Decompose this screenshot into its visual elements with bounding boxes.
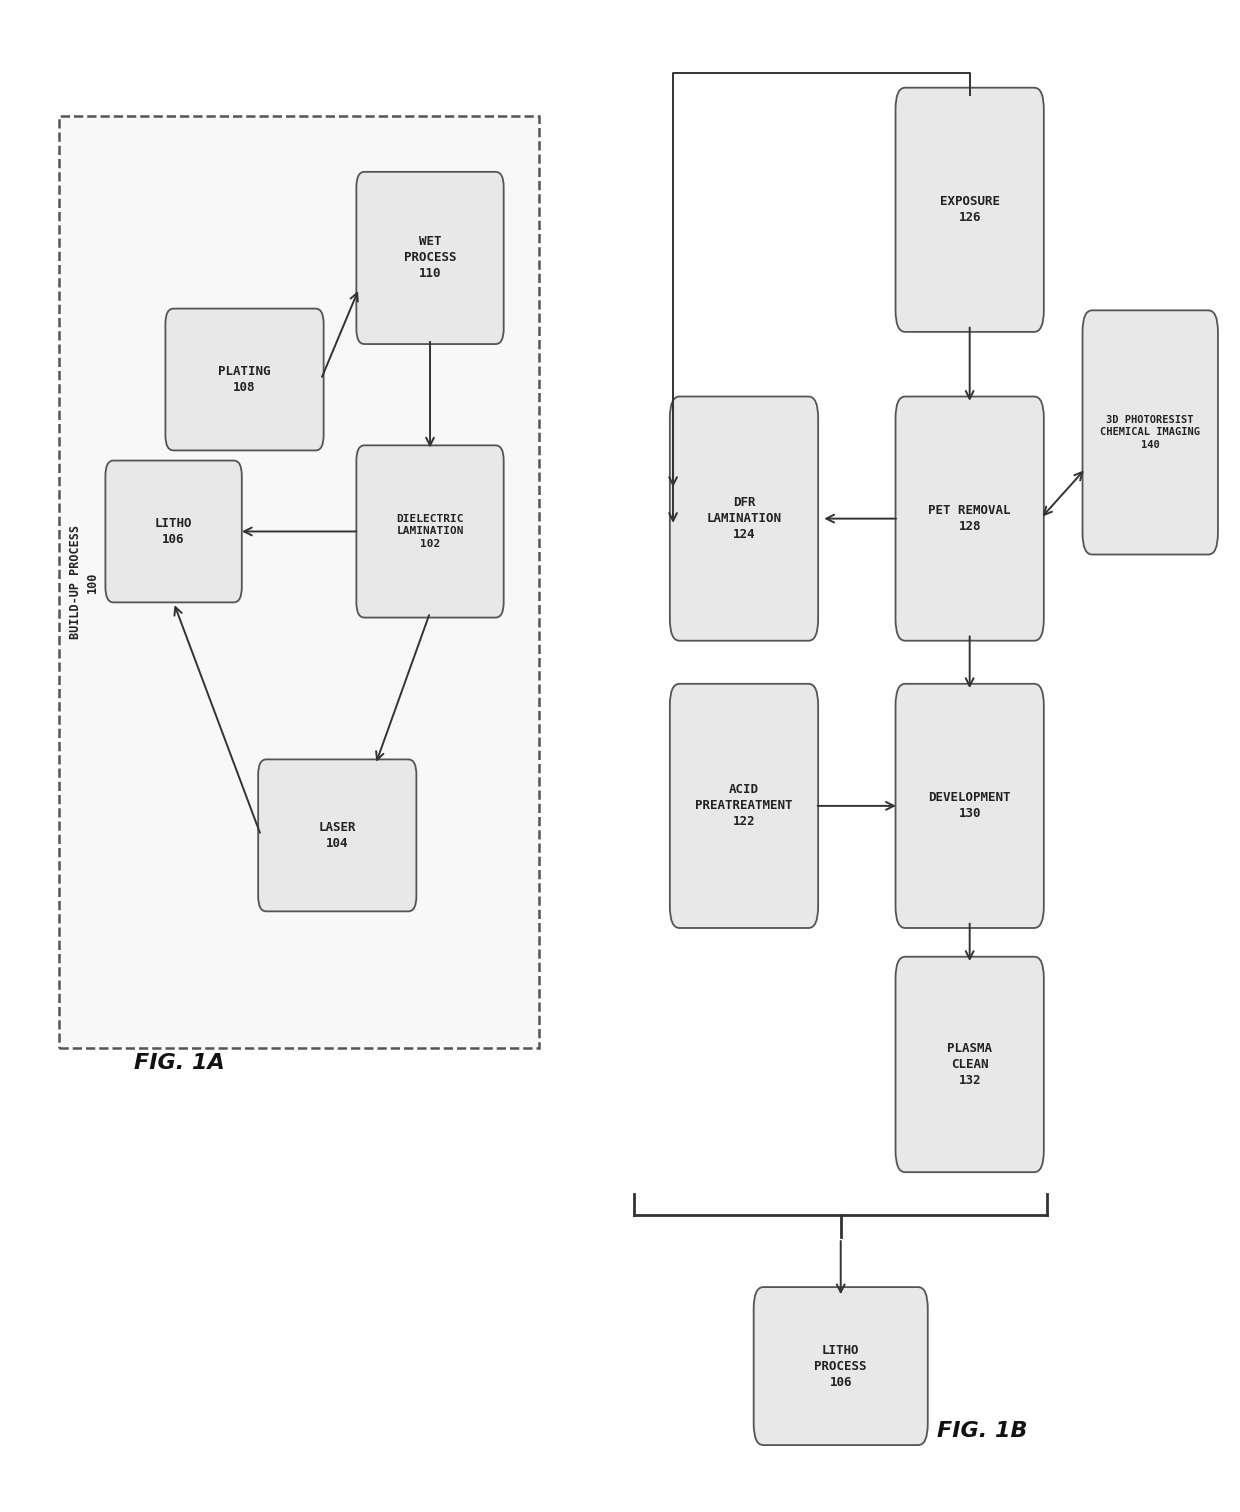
FancyBboxPatch shape (60, 116, 539, 1048)
Text: PET REMOVAL
128: PET REMOVAL 128 (929, 503, 1011, 534)
Text: BUILD-UP PROCESS
100: BUILD-UP PROCESS 100 (68, 525, 98, 640)
Text: LITHO
106: LITHO 106 (155, 517, 192, 546)
Text: FIG. 1B: FIG. 1B (937, 1421, 1028, 1441)
Text: LITHO
PROCESS
106: LITHO PROCESS 106 (815, 1344, 867, 1388)
Text: ACID
PREATREATMENT
122: ACID PREATREATMENT 122 (696, 783, 792, 829)
Text: 3D PHOTORESIST
CHEMICAL IMAGING
140: 3D PHOTORESIST CHEMICAL IMAGING 140 (1100, 414, 1200, 451)
FancyBboxPatch shape (895, 88, 1044, 333)
FancyBboxPatch shape (895, 957, 1044, 1172)
FancyBboxPatch shape (105, 461, 242, 602)
FancyBboxPatch shape (356, 172, 503, 345)
FancyBboxPatch shape (895, 683, 1044, 928)
Text: DFR
LAMINATION
124: DFR LAMINATION 124 (707, 496, 781, 541)
Text: WET
PROCESS
110: WET PROCESS 110 (404, 236, 456, 280)
FancyBboxPatch shape (895, 396, 1044, 641)
FancyBboxPatch shape (670, 683, 818, 928)
FancyBboxPatch shape (754, 1287, 928, 1445)
Text: FIG. 1A: FIG. 1A (134, 1054, 224, 1074)
FancyBboxPatch shape (165, 308, 324, 451)
FancyBboxPatch shape (356, 446, 503, 617)
Text: LASER
104: LASER 104 (319, 821, 356, 850)
Text: DIELECTRIC
LAMINATION
102: DIELECTRIC LAMINATION 102 (397, 514, 464, 549)
Text: PLATING
108: PLATING 108 (218, 364, 270, 395)
FancyBboxPatch shape (1083, 310, 1218, 555)
Text: PLASMA
CLEAN
132: PLASMA CLEAN 132 (947, 1042, 992, 1087)
Text: DEVELOPMENT
130: DEVELOPMENT 130 (929, 791, 1011, 821)
Text: EXPOSURE
126: EXPOSURE 126 (940, 195, 999, 224)
FancyBboxPatch shape (258, 759, 417, 912)
FancyBboxPatch shape (670, 396, 818, 641)
